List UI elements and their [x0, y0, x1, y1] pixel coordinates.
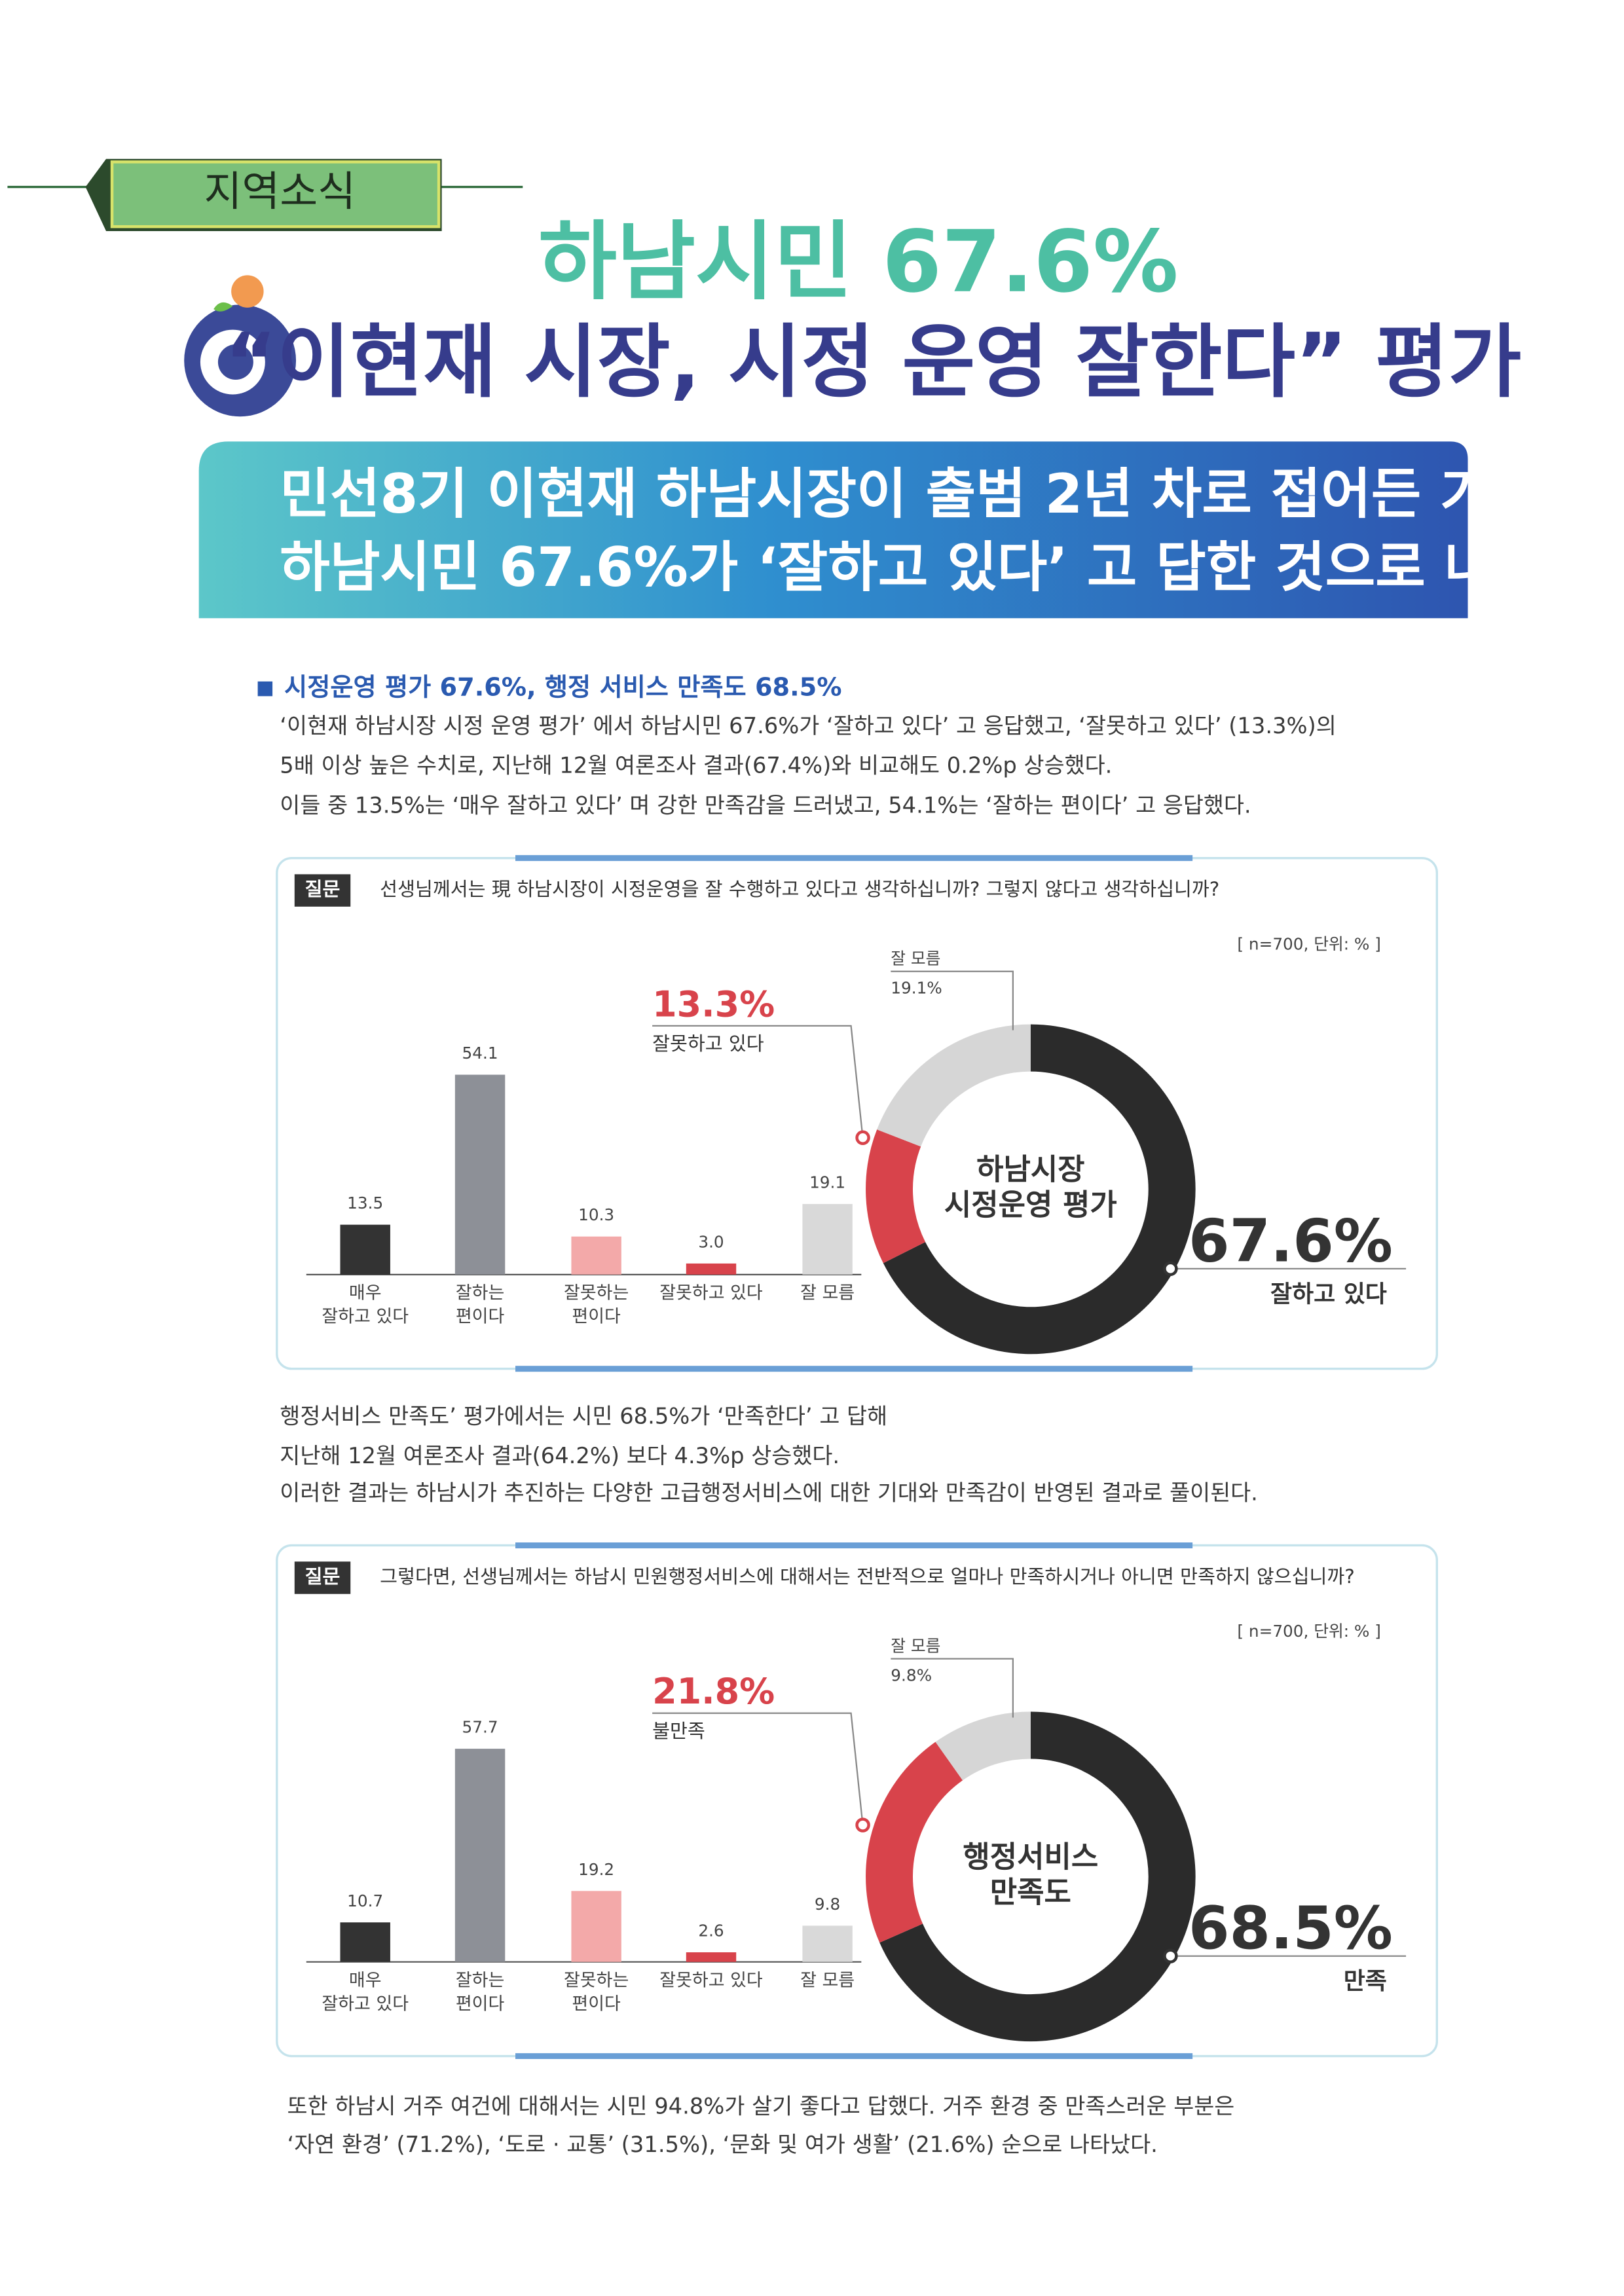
bar: [340, 1922, 390, 1962]
bar-value-label: 13.5: [347, 1194, 383, 1212]
red-category: 잘못하고 있다: [652, 1032, 764, 1055]
paragraph-line: 이러한 결과는 하남시가 추진하는 다양한 고급행정서비스에 대한 기대와 만족…: [280, 1480, 1258, 1505]
paragraph-line: ‘자연 환경’ (71.2%), ‘도로 · 교통’ (31.5%), ‘문화 …: [287, 2132, 1158, 2157]
lead-line: 민선8기 이현재 하남시장이 출범 2년 차로 접어든 가운데: [280, 462, 1590, 526]
category-label: 잘못하고 있다: [659, 1970, 763, 1990]
bar-value-label: 10.3: [578, 1205, 614, 1224]
grey-category: 잘 모름: [891, 1637, 940, 1656]
category-label: 잘 모름: [800, 1283, 855, 1303]
category-label: 매우: [349, 1283, 382, 1303]
bar: [571, 1236, 621, 1275]
bar: [802, 1204, 853, 1275]
question-tag: 질문: [305, 1565, 341, 1588]
bar: [802, 1925, 853, 1962]
bullet: [257, 681, 273, 697]
lead-line: 하남시민 67.6%가 ‘잘하고 있다’ 고 답한 것으로 나타났다.: [280, 536, 1624, 599]
bar-value-label: 57.7: [462, 1718, 498, 1737]
bar: [454, 1749, 506, 1962]
bar-value-label: 10.7: [347, 1891, 383, 1910]
donut-center-label: 행정서비스: [963, 1839, 1098, 1874]
category-label: 편이다: [456, 1307, 505, 1327]
bar: [686, 1952, 737, 1962]
red-category: 불만족: [652, 1720, 705, 1742]
grey-value: 19.1%: [891, 979, 942, 998]
bar-value-label: 54.1: [462, 1044, 498, 1063]
leader-line: [891, 970, 1014, 1030]
question: 그렇다면, 선생님께서는 하남시 민원행정서비스에 대해서는 전반적으로 얼마나…: [380, 1565, 1355, 1588]
donut-center-label: 시정운영 평가: [944, 1187, 1117, 1222]
donut-segment: [883, 1024, 1196, 1355]
main-category: 만족: [1344, 1968, 1387, 1995]
bar-value-label: 9.8: [815, 1895, 840, 1914]
bar: [686, 1263, 737, 1275]
grey-value: 9.8%: [891, 1666, 932, 1685]
main-value: 67.6%: [1189, 1207, 1393, 1275]
question-tag-box: [294, 874, 351, 907]
question-tag: 질문: [305, 878, 341, 900]
paragraph-line: ‘이현재 하남시장 시정 운영 평가’ 에서 하남시민 67.6%가 ‘잘하고 …: [280, 713, 1336, 738]
question: 선생님께서는 現 하남시장이 시정운영을 잘 수행하고 있다고 생각하십니까? …: [380, 878, 1219, 900]
bar: [340, 1224, 390, 1275]
leader-dot: [1163, 1261, 1178, 1277]
paragraph-line: 5배 이상 높은 수치로, 지난해 12월 여론조사 결과(67.4%)와 비교…: [280, 753, 1112, 778]
category-label: 잘하고 있다: [322, 1307, 409, 1327]
chart: 질문 그렇다면, 선생님께서는 하남시 민원행정서비스에 대해서는 전반적으로 얼…: [276, 1542, 1438, 2060]
donut-segment: [877, 1024, 1031, 1147]
category-label: 매우: [349, 1970, 382, 1990]
note: [ n=700, 단위: % ]: [1237, 934, 1380, 953]
donut-segment: [879, 1711, 1196, 2042]
category-label: 잘하는: [456, 1283, 504, 1303]
donut-segment: [866, 1741, 963, 1943]
category-label: 잘 모름: [800, 1970, 855, 1990]
red-value: 21.8%: [652, 1671, 775, 1712]
leader-line: [891, 1658, 1014, 1718]
main-category: 잘하고 있다: [1270, 1281, 1387, 1307]
donut-segment: [935, 1711, 1031, 1781]
tag-box: [110, 160, 441, 228]
category-label: 편이다: [456, 1994, 505, 2014]
category-label: 잘못하고 있다: [659, 1283, 763, 1303]
paragraph-line: 또한 하남시 거주 여건에 대해서는 시민 94.8%가 살기 좋다고 답했다.…: [287, 2094, 1235, 2119]
lead-band: [198, 441, 1468, 619]
chart: 질문 선생님께서는 現 하남시장이 시정운영을 잘 수행하고 있다고 생각하십니까…: [276, 855, 1438, 1372]
leader-dot: [1163, 1948, 1178, 1963]
bar-value-label: 19.1: [809, 1173, 845, 1192]
donut-segment: [866, 1129, 926, 1264]
category-label: 편이다: [572, 1994, 621, 2014]
paragraph-line: 지난해 12월 여론조사 결과(64.2%) 보다 4.3%p 상승했다.: [280, 1443, 840, 1468]
question-tag-box: [294, 1561, 351, 1594]
bar-value-label: 3.0: [698, 1232, 724, 1251]
leader-line: [652, 1712, 864, 1825]
bar: [571, 1891, 621, 1962]
category-label: 잘못하는: [564, 1283, 629, 1303]
grey-category: 잘 모름: [891, 949, 940, 968]
leader-dot: [855, 1817, 870, 1832]
bar: [454, 1074, 506, 1275]
leader-dot: [855, 1130, 870, 1146]
paragraph-line: 이들 중 13.5%는 ‘매우 잘하고 있다’ 며 강한 만족감을 드러냈고, …: [280, 792, 1251, 818]
logo: [184, 275, 297, 417]
donut-center-label: 만족도: [990, 1874, 1071, 1909]
category-label: 편이다: [572, 1307, 621, 1327]
note: [ n=700, 단위: % ]: [1237, 1622, 1380, 1641]
bar-value-label: 2.6: [698, 1922, 724, 1941]
section-heading: 시정운영 평가 67.6%, 행정 서비스 만족도 68.5%: [284, 674, 841, 702]
red-value: 13.3%: [652, 983, 775, 1025]
category-label: 잘못하는: [564, 1970, 629, 1990]
title-line-1: 하남시민 67.6%: [538, 212, 1178, 312]
paragraph-line: 행정서비스 만족도’ 평가에서는 시민 68.5%가 ‘만족한다’ 고 답해: [280, 1403, 887, 1429]
tag: 지역소식: [204, 168, 356, 215]
category-label: 잘하는: [456, 1970, 504, 1990]
leader-line: [652, 1025, 864, 1138]
main-value: 68.5%: [1189, 1895, 1393, 1963]
title-line-2: “이현재 시장, 시정 운영 잘한다” 평가: [225, 316, 1521, 409]
donut-center-label: 하남시장: [976, 1152, 1084, 1186]
bar-value-label: 19.2: [578, 1860, 614, 1879]
category-label: 잘하고 있다: [322, 1994, 409, 2014]
